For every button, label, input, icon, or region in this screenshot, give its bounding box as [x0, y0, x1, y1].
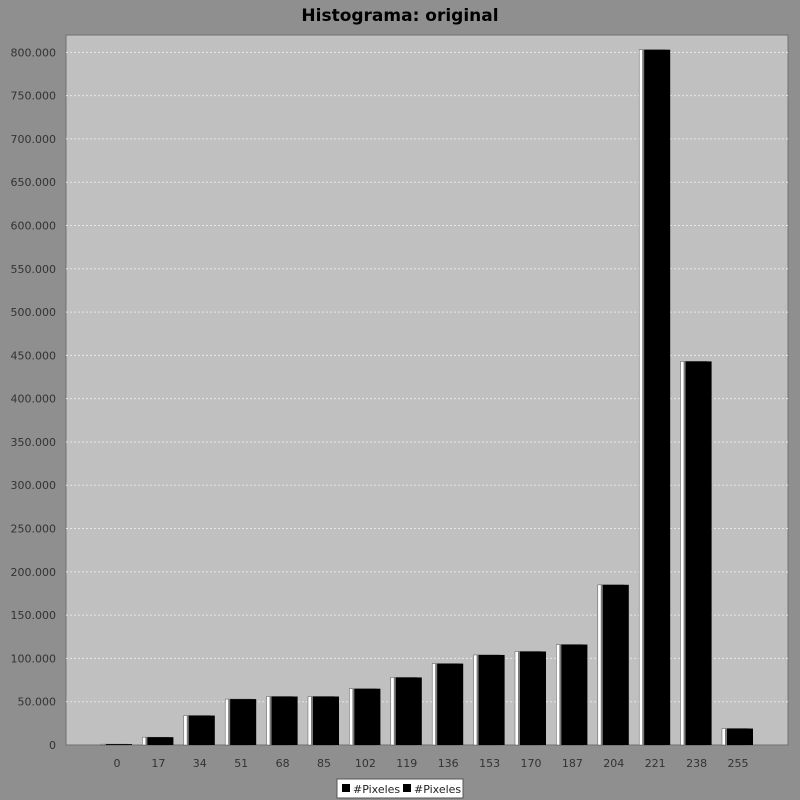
bar-series-2	[354, 688, 381, 745]
bar-series-2	[230, 699, 257, 745]
legend-swatch	[403, 784, 411, 792]
legend-box	[336, 778, 464, 799]
x-tick-label: 136	[438, 757, 459, 770]
y-tick-label: 200.000	[11, 566, 57, 579]
x-tick-label: 255	[728, 757, 749, 770]
bar-series-2	[188, 715, 215, 745]
bar-series-2	[313, 696, 339, 745]
bar-series-2	[561, 644, 588, 745]
y-tick-label: 600.000	[11, 219, 57, 232]
y-tick-label: 500.000	[11, 306, 57, 319]
x-axis: 0 17 34 51 68 85 102 119 136 153 170 187 204 221 238 25…	[114, 757, 749, 770]
plot-area	[65, 34, 789, 746]
bars	[100, 49, 753, 746]
legend-label: #Pixeles	[414, 783, 461, 796]
y-tick-label: 350.000	[11, 436, 57, 449]
x-tick-label: 187	[562, 757, 583, 770]
x-tick-label: 68	[276, 757, 290, 770]
x-tick-label: 153	[479, 757, 500, 770]
bar-series-2	[437, 663, 464, 745]
bar-series-2	[602, 584, 629, 745]
x-tick-label: 85	[317, 757, 331, 770]
y-tick-label: 750.000	[11, 90, 57, 103]
x-tick-label: 34	[193, 757, 207, 770]
bar-series-2	[685, 361, 712, 745]
legend: #Pixeles #Pixeles	[336, 778, 464, 799]
y-tick-label: 250.000	[11, 523, 57, 536]
x-tick-label: 221	[645, 757, 666, 770]
y-tick-label: 400.000	[11, 393, 57, 406]
bar-series-2	[727, 728, 753, 745]
y-tick-label: 100.000	[11, 652, 57, 665]
y-tick-label: 450.000	[11, 349, 57, 362]
bar-series-2	[395, 677, 422, 745]
x-tick-label: 51	[234, 757, 248, 770]
legend-label: #Pixeles	[353, 783, 400, 796]
x-tick-label: 204	[603, 757, 624, 770]
y-tick-label: 0	[49, 739, 56, 752]
x-tick-label: 119	[396, 757, 417, 770]
y-tick-label: 550.000	[11, 263, 57, 276]
bar-series-2	[520, 651, 546, 745]
y-tick-label: 700.000	[11, 133, 57, 146]
x-tick-label: 238	[686, 757, 707, 770]
bar-series-2	[106, 744, 132, 745]
y-tick-label: 800.000	[11, 46, 57, 59]
chart-title: Histograma: original	[301, 6, 498, 26]
bar-series-2	[271, 696, 298, 745]
x-tick-label: 17	[151, 757, 165, 770]
bar-series-2	[644, 49, 671, 746]
x-tick-label: 170	[521, 757, 542, 770]
y-tick-label: 150.000	[11, 609, 57, 622]
y-tick-label: 650.000	[11, 176, 57, 189]
x-tick-label: 102	[355, 757, 376, 770]
x-tick-label: 0	[114, 757, 121, 770]
y-axis: 0 50.000 100.000 150.000 200.000 250.000 300.0…	[11, 46, 57, 752]
bar-series-2	[147, 737, 174, 745]
y-tick-label: 300.000	[11, 479, 57, 492]
legend-swatch	[342, 784, 350, 792]
y-tick-label: 50.000	[18, 696, 57, 709]
bar-series-2	[478, 654, 505, 745]
